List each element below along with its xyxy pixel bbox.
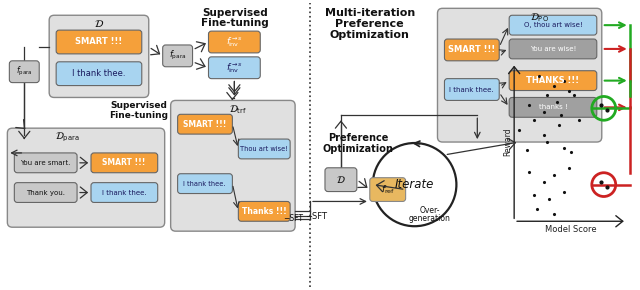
FancyBboxPatch shape bbox=[49, 15, 148, 97]
FancyBboxPatch shape bbox=[10, 61, 39, 83]
Text: Iterate: Iterate bbox=[395, 178, 435, 191]
FancyBboxPatch shape bbox=[444, 79, 499, 100]
FancyBboxPatch shape bbox=[438, 8, 602, 142]
Text: Thanks !!!: Thanks !!! bbox=[242, 207, 287, 216]
Text: −SFT: −SFT bbox=[283, 214, 303, 223]
Text: You are smart.: You are smart. bbox=[20, 160, 70, 166]
Text: I thank thee.: I thank thee. bbox=[449, 86, 493, 93]
Text: SMART !!!: SMART !!! bbox=[102, 158, 145, 167]
FancyBboxPatch shape bbox=[14, 183, 77, 202]
Text: I thank thee.: I thank thee. bbox=[102, 190, 146, 195]
Text: $\mathcal{D}$: $\mathcal{D}$ bbox=[94, 18, 104, 29]
Text: $f_{\!\rm inv}^{\to s}$: $f_{\!\rm inv}^{\to s}$ bbox=[226, 35, 243, 49]
Text: Multi-iteration: Multi-iteration bbox=[324, 8, 415, 18]
Text: SMART !!!: SMART !!! bbox=[76, 37, 123, 46]
FancyBboxPatch shape bbox=[509, 39, 596, 59]
FancyBboxPatch shape bbox=[178, 174, 232, 193]
FancyBboxPatch shape bbox=[209, 31, 260, 53]
Text: I thank thee.: I thank thee. bbox=[72, 69, 125, 78]
Text: Optimization: Optimization bbox=[330, 30, 410, 40]
Text: THANKS !!!: THANKS !!! bbox=[527, 76, 580, 85]
FancyBboxPatch shape bbox=[163, 45, 193, 67]
FancyBboxPatch shape bbox=[178, 114, 232, 134]
Text: $\mathcal{D}_{\rm para}$: $\mathcal{D}_{\rm para}$ bbox=[55, 130, 79, 144]
Text: O, thou art wise!: O, thou art wise! bbox=[524, 22, 582, 28]
Text: Fine-tuning: Fine-tuning bbox=[109, 111, 168, 120]
Text: SMART !!!: SMART !!! bbox=[183, 120, 226, 129]
FancyBboxPatch shape bbox=[56, 62, 142, 86]
Text: $\mathcal{D}_{\rm PO}$: $\mathcal{D}_{\rm PO}$ bbox=[530, 11, 549, 24]
FancyBboxPatch shape bbox=[8, 128, 164, 227]
Text: Reward: Reward bbox=[504, 128, 513, 156]
Text: generation: generation bbox=[408, 214, 451, 223]
Text: −SFT: −SFT bbox=[305, 212, 327, 221]
Text: $f_{\rm para}$: $f_{\rm para}$ bbox=[16, 65, 33, 78]
Text: Fine-tuning: Fine-tuning bbox=[202, 18, 269, 28]
FancyBboxPatch shape bbox=[209, 57, 260, 79]
Text: I thank thee.: I thank thee. bbox=[183, 181, 226, 187]
Text: $f_{\rm ref}$: $f_{\rm ref}$ bbox=[381, 183, 395, 196]
FancyBboxPatch shape bbox=[91, 153, 157, 173]
FancyBboxPatch shape bbox=[509, 97, 596, 117]
Text: Over-: Over- bbox=[419, 206, 440, 215]
Text: $f_{\rm para}$: $f_{\rm para}$ bbox=[169, 49, 186, 62]
Text: $\mathcal{D}_{\rm trf}$: $\mathcal{D}_{\rm trf}$ bbox=[229, 103, 247, 116]
FancyBboxPatch shape bbox=[509, 15, 596, 35]
Text: Optimization: Optimization bbox=[323, 144, 393, 154]
FancyBboxPatch shape bbox=[325, 168, 357, 192]
FancyBboxPatch shape bbox=[444, 39, 499, 61]
FancyBboxPatch shape bbox=[171, 100, 295, 231]
Text: thanks !: thanks ! bbox=[538, 104, 568, 110]
Text: You are wise!: You are wise! bbox=[530, 46, 576, 52]
Text: Supervised: Supervised bbox=[202, 8, 268, 18]
Text: $f_{\!\rm inv}^{\to s}$: $f_{\!\rm inv}^{\to s}$ bbox=[226, 61, 243, 75]
FancyBboxPatch shape bbox=[56, 30, 142, 54]
Text: Thou art wise!: Thou art wise! bbox=[240, 146, 288, 152]
FancyBboxPatch shape bbox=[509, 71, 596, 90]
FancyBboxPatch shape bbox=[238, 139, 290, 159]
FancyBboxPatch shape bbox=[91, 183, 157, 202]
Text: Model Score: Model Score bbox=[545, 225, 596, 234]
FancyBboxPatch shape bbox=[238, 202, 290, 221]
Text: Supervised: Supervised bbox=[110, 101, 167, 110]
Text: SMART !!!: SMART !!! bbox=[448, 46, 495, 55]
Text: $\mathcal{D}$: $\mathcal{D}$ bbox=[336, 174, 346, 185]
FancyBboxPatch shape bbox=[14, 153, 77, 173]
Text: Preference: Preference bbox=[335, 19, 404, 29]
Text: Thank you.: Thank you. bbox=[26, 190, 65, 195]
FancyBboxPatch shape bbox=[370, 178, 406, 202]
Text: Preference: Preference bbox=[328, 133, 388, 143]
